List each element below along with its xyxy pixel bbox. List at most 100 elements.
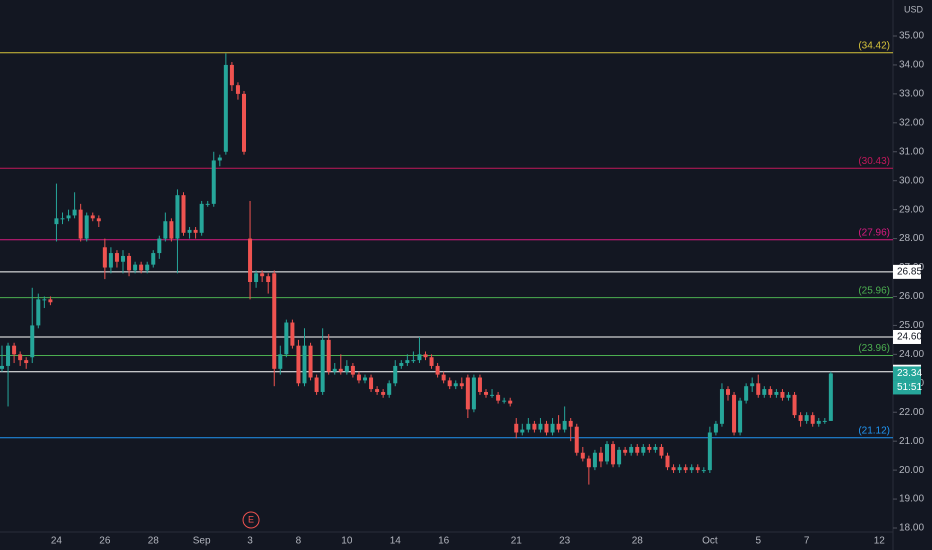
- candle-body: [60, 218, 65, 220]
- candle-body: [229, 64, 234, 86]
- candle-body: [369, 377, 374, 390]
- candle-body: [774, 391, 779, 395]
- candle-body: [598, 452, 603, 462]
- candle-body: [580, 452, 585, 459]
- candle-body: [707, 432, 712, 471]
- x-tick-label: 3: [247, 536, 253, 547]
- level-label: 24.60: [897, 332, 922, 343]
- y-tick-label: 22.00: [899, 407, 924, 418]
- level-label: (27.96): [858, 227, 890, 238]
- candle-body: [193, 229, 198, 233]
- candle-body: [641, 446, 646, 453]
- candle-body: [199, 203, 204, 233]
- candle-body: [804, 415, 809, 421]
- candle-body: [508, 400, 513, 404]
- level-label-box: [893, 329, 921, 344]
- candle-body: [653, 446, 658, 450]
- countdown-box: [893, 380, 921, 395]
- candle-body: [290, 322, 295, 346]
- candle-body: [139, 264, 144, 271]
- candle-body: [284, 322, 289, 355]
- candle-body: [36, 299, 41, 326]
- candle-body: [6, 345, 11, 366]
- candle-body: [435, 365, 440, 375]
- y-tick-label: 19.00: [899, 494, 924, 505]
- candle-body: [260, 273, 265, 277]
- candle-body: [744, 386, 749, 401]
- candle-body: [314, 377, 319, 392]
- candle-body: [738, 400, 743, 433]
- candle-body: [42, 299, 47, 301]
- x-tick-label: 26: [99, 536, 111, 547]
- y-tick-label: 33.00: [899, 89, 924, 100]
- y-tick-label: 34.00: [899, 60, 924, 71]
- candle-body: [574, 426, 579, 453]
- candle-body: [387, 383, 392, 395]
- y-tick-label: 31.00: [899, 146, 924, 157]
- y-tick-label: 21.00: [899, 436, 924, 447]
- candle-body: [163, 221, 168, 239]
- candle-body: [465, 377, 470, 410]
- candle-body: [726, 389, 730, 395]
- candle-body: [278, 354, 283, 369]
- candle-body: [308, 345, 313, 378]
- candle-body: [0, 365, 4, 369]
- candle-body: [780, 391, 785, 398]
- y-tick-label: 32.00: [899, 117, 924, 128]
- candle-body: [90, 215, 95, 219]
- candle-body: [471, 377, 476, 410]
- candle-body: [187, 229, 192, 233]
- x-tick-label: 28: [632, 536, 644, 547]
- candle-body: [235, 85, 240, 94]
- candle-body: [48, 299, 53, 303]
- candle-body: [629, 446, 634, 453]
- candle-body: [296, 345, 301, 384]
- candle-body: [719, 389, 724, 424]
- candle-body: [568, 420, 573, 427]
- x-tick-label: 24: [51, 536, 63, 547]
- y-tick-label: 30.00: [899, 175, 924, 186]
- candle-body: [332, 368, 337, 372]
- candle-body: [762, 389, 767, 395]
- candle-body: [677, 467, 682, 471]
- candle-body: [689, 467, 694, 471]
- candle-body: [586, 458, 591, 468]
- candle-body: [617, 449, 622, 465]
- y-tick-label: 25.00: [899, 320, 924, 331]
- candle-body: [447, 380, 452, 387]
- x-tick-label: Oct: [702, 536, 718, 547]
- candle-body: [520, 429, 525, 433]
- level-label: (21.12): [858, 425, 890, 436]
- candle-body: [683, 467, 688, 471]
- candle-body: [611, 444, 616, 465]
- candle-body: [54, 218, 59, 225]
- level-label: 26.85: [897, 267, 922, 278]
- candle-body: [538, 423, 543, 430]
- candle-body: [393, 365, 398, 384]
- candle-body: [459, 383, 464, 387]
- candle-body: [242, 93, 246, 152]
- candle-body: [411, 360, 416, 362]
- last-price-label: 23.34: [897, 368, 922, 379]
- candle-body: [635, 446, 640, 453]
- y-tick-label: 26.00: [899, 291, 924, 302]
- candle-body: [175, 195, 180, 239]
- earnings-marker: [242, 511, 260, 529]
- candle-body: [72, 209, 77, 216]
- x-tick-label: Sep: [193, 536, 211, 547]
- candle-body: [127, 255, 132, 271]
- candle-body: [810, 415, 815, 424]
- candle-body: [532, 423, 537, 430]
- candle-body: [375, 389, 380, 392]
- candle-body: [102, 247, 107, 268]
- candle-body: [108, 253, 113, 268]
- x-tick-label: 5: [755, 536, 761, 547]
- y-tick-label: 28.00: [899, 233, 924, 244]
- candle-body: [701, 470, 706, 472]
- level-label-box: [893, 264, 921, 279]
- candle-body: [732, 394, 737, 433]
- candle-body: [605, 444, 609, 462]
- level-label: (25.96): [858, 285, 890, 296]
- candle-body: [381, 391, 386, 395]
